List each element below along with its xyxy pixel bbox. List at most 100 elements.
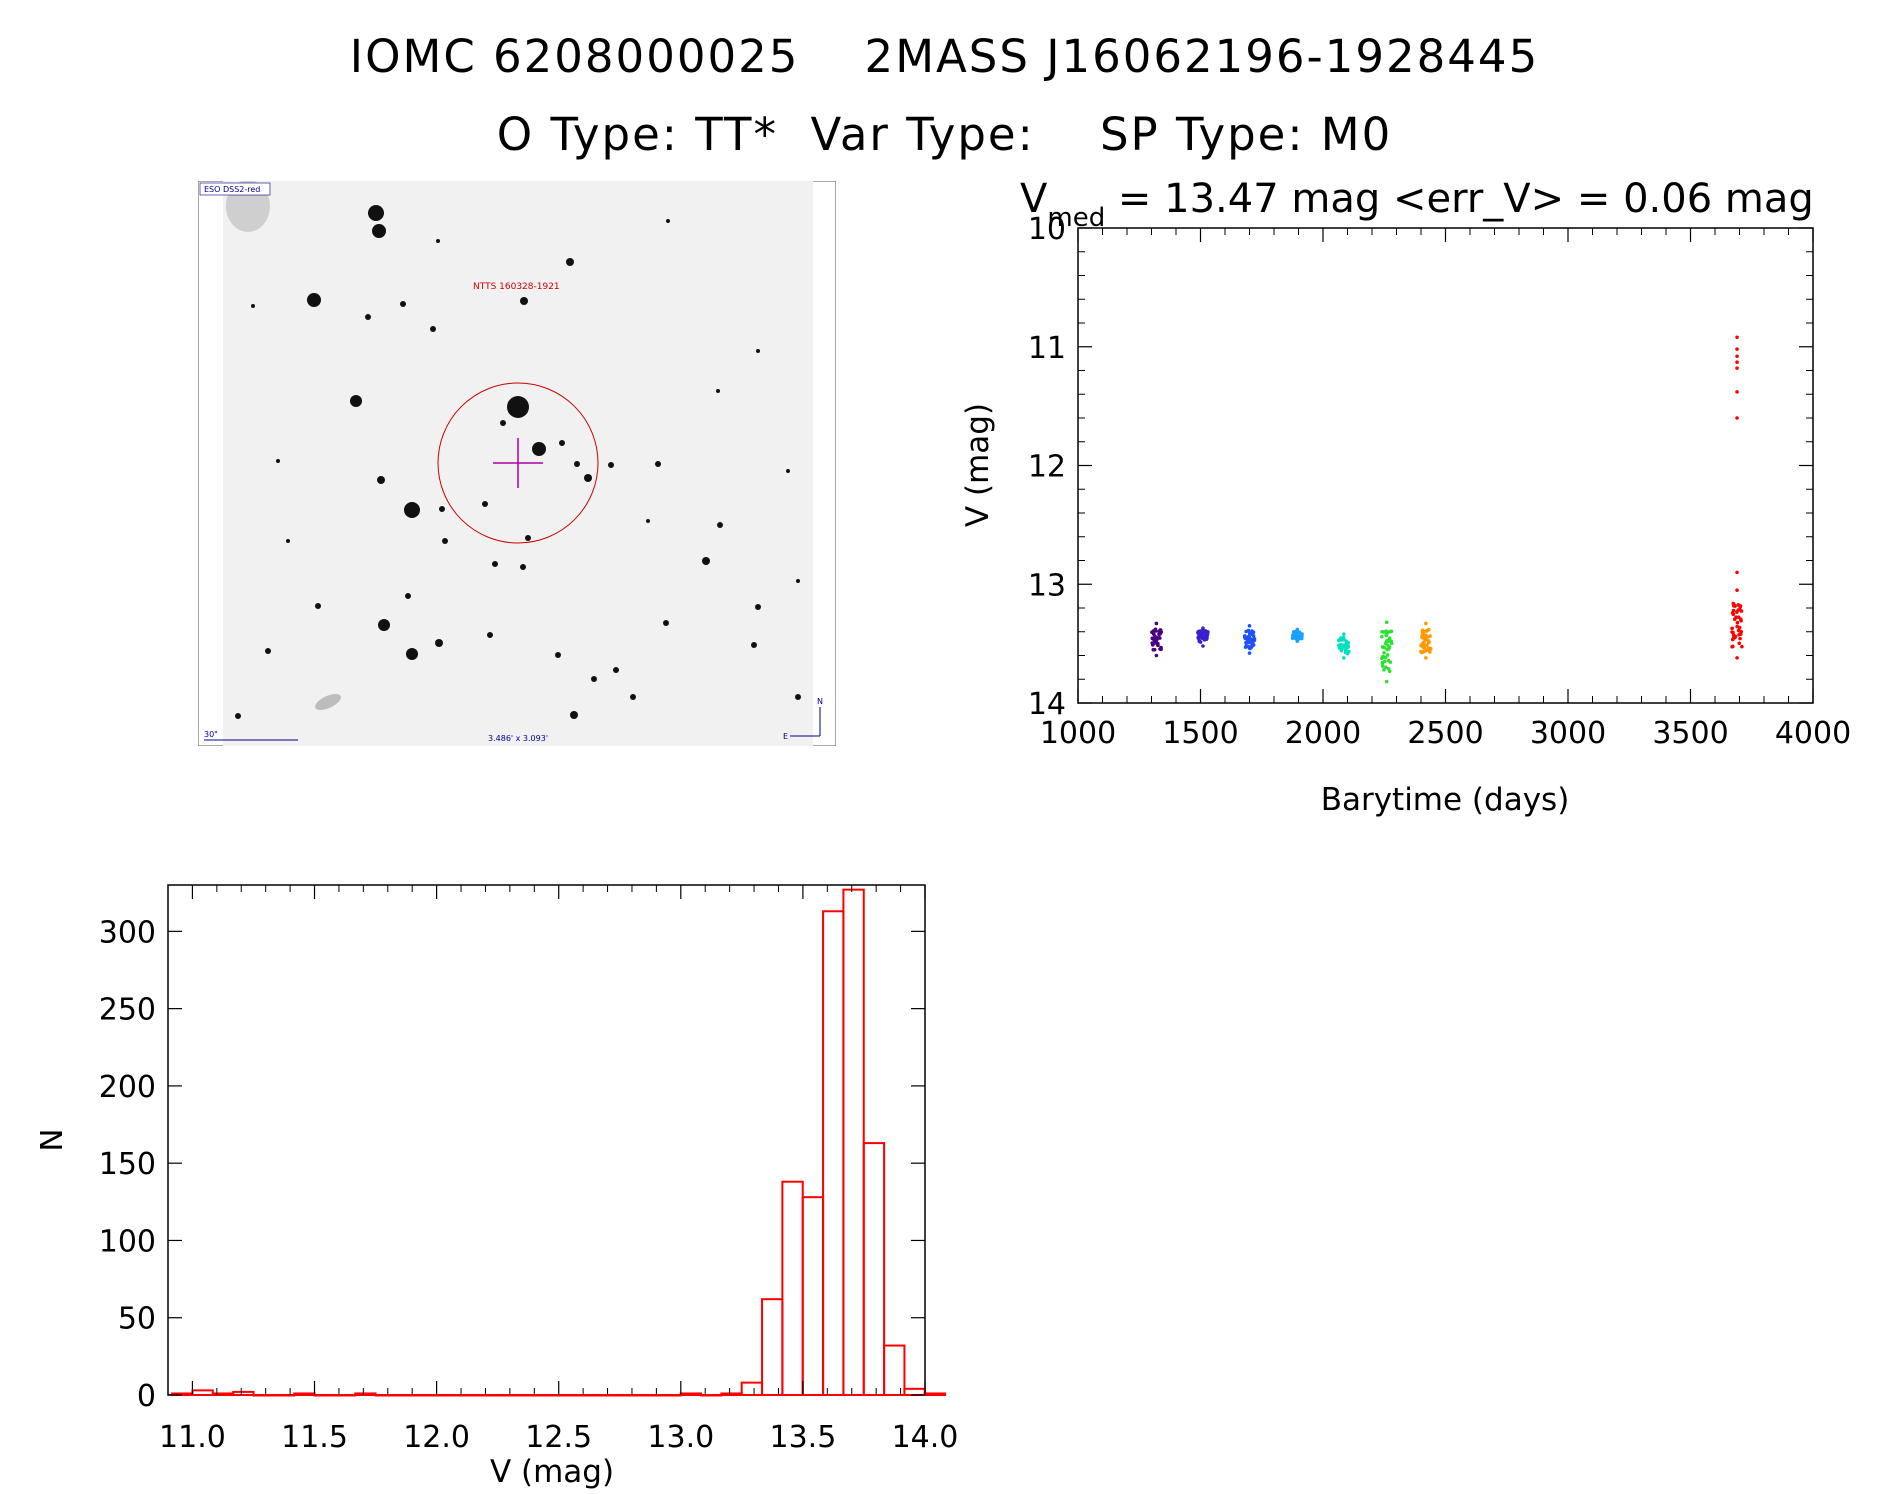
lc-point — [1735, 588, 1739, 592]
lc-outlier-point — [1735, 354, 1739, 359]
star-19 — [492, 561, 498, 567]
star-20 — [584, 474, 592, 482]
star-4 — [400, 301, 406, 307]
lc-series-group-3 — [1290, 627, 1304, 644]
lc-point — [1734, 615, 1738, 620]
lc-point — [1382, 650, 1386, 655]
lc-series-group-7 — [1730, 588, 1744, 660]
lc-point — [1424, 648, 1429, 653]
lc-point — [1204, 630, 1209, 634]
histogram-bar — [435, 1394, 458, 1397]
histogram-bar — [740, 1381, 764, 1396]
lc-point — [1154, 621, 1159, 626]
lc-point — [1386, 658, 1391, 663]
lc-ytick-label: 10 — [1028, 212, 1066, 247]
lc-point — [1342, 632, 1346, 636]
lc-point — [1738, 636, 1742, 641]
histogram-xtick-label: 12.5 — [525, 1420, 592, 1455]
lc-point — [1730, 626, 1734, 631]
lc-point — [1385, 630, 1390, 635]
star-42 — [315, 603, 321, 609]
lc-point — [1738, 629, 1743, 634]
fov-label: 3.486' x 3.093' — [488, 734, 548, 743]
histogram-bar — [862, 1142, 886, 1396]
lc-point — [1380, 664, 1385, 668]
lc-point — [1150, 636, 1155, 641]
lc-point — [1736, 608, 1741, 612]
star-1 — [372, 224, 386, 238]
histogram-ytick-label: 0 — [137, 1379, 156, 1414]
star-25 — [406, 648, 418, 660]
scale-label: 30" — [204, 730, 218, 739]
lc-point — [1739, 618, 1743, 623]
star-43 — [265, 648, 271, 654]
lc-outlier-point — [1735, 366, 1739, 370]
lc-point — [1384, 679, 1389, 684]
lc-series-group-2 — [1242, 624, 1257, 655]
star-45 — [756, 349, 760, 353]
lc-point — [1248, 636, 1252, 641]
histogram-bar — [516, 1394, 540, 1397]
lc-point — [1300, 632, 1304, 636]
star-7 — [520, 297, 528, 305]
lc-ytick-label: 13 — [1028, 568, 1066, 603]
lc-outlier-point — [1735, 360, 1739, 364]
lc-point — [1730, 637, 1735, 642]
star-10 — [500, 420, 506, 426]
lc-point — [1201, 626, 1205, 630]
lc-point — [1153, 636, 1158, 641]
east-label: E — [783, 732, 788, 741]
star-26 — [405, 593, 411, 599]
lc-point — [1384, 639, 1389, 644]
lc-point — [1425, 628, 1429, 633]
histogram-chart: 11.0 11.5 12.0 12.5 13.0 13.5 14.0 0 50 100 150 200… — [40, 884, 959, 1490]
histogram-bar — [598, 1394, 621, 1397]
histogram-ytick-label: 250 — [99, 993, 156, 1028]
histogram-xtick-label: 14.0 — [892, 1420, 959, 1455]
lc-point — [1735, 620, 1740, 625]
star-29 — [520, 564, 526, 570]
lc-point — [1157, 636, 1162, 640]
light-curve-ylabel: V (mag) — [960, 403, 996, 527]
chart-title-line-2: O Type: TT* Var Type: SP Type: M0 — [496, 108, 1393, 161]
lc-outlier-point — [1735, 335, 1739, 340]
histogram-xlabel: V (mag) — [490, 1454, 614, 1490]
histogram-bar — [252, 1394, 275, 1397]
lc-xtick-label: 3000 — [1530, 716, 1606, 751]
lc-point — [1733, 634, 1738, 639]
histogram-bar — [842, 888, 865, 1397]
histogram-bar — [455, 1394, 479, 1397]
lc-point — [1250, 629, 1254, 633]
finder-chart-image: ESO DSS2-red NTTS 160328-1921 30" 3.486'… — [198, 181, 836, 746]
histogram-bar — [679, 1392, 703, 1396]
light-curve-frame — [1077, 227, 1814, 704]
star-37 — [795, 694, 801, 700]
star-44 — [646, 519, 650, 523]
lc-point — [1156, 643, 1160, 647]
histogram-bar — [700, 1394, 723, 1397]
lc-point — [1425, 643, 1429, 647]
lc-point — [1428, 650, 1432, 654]
histogram-ytick-label: 100 — [99, 1224, 156, 1259]
lc-point — [1247, 651, 1252, 655]
star-11 — [532, 442, 546, 456]
lc-point — [1383, 655, 1388, 660]
star-40 — [555, 652, 561, 658]
histogram-xtick-label: 11.0 — [159, 1420, 226, 1455]
lc-point — [1380, 629, 1384, 634]
histogram-bar — [659, 1394, 682, 1397]
title-rest: = 13.47 mag <err_V> = 0.06 mag — [1105, 176, 1814, 222]
star-17 — [442, 538, 448, 544]
lc-point — [1205, 635, 1209, 640]
star-9 — [507, 396, 529, 418]
star-31 — [570, 711, 578, 719]
histogram-bar — [761, 1298, 784, 1397]
lc-point — [1151, 632, 1156, 636]
histogram-ytick-label: 300 — [99, 915, 156, 950]
lc-point — [1384, 665, 1388, 670]
histogram-bar — [496, 1394, 519, 1397]
histogram-xtick-label: 13.5 — [770, 1420, 837, 1455]
histogram-bar — [537, 1394, 560, 1397]
star-34 — [702, 557, 710, 565]
lc-point — [1386, 643, 1390, 648]
